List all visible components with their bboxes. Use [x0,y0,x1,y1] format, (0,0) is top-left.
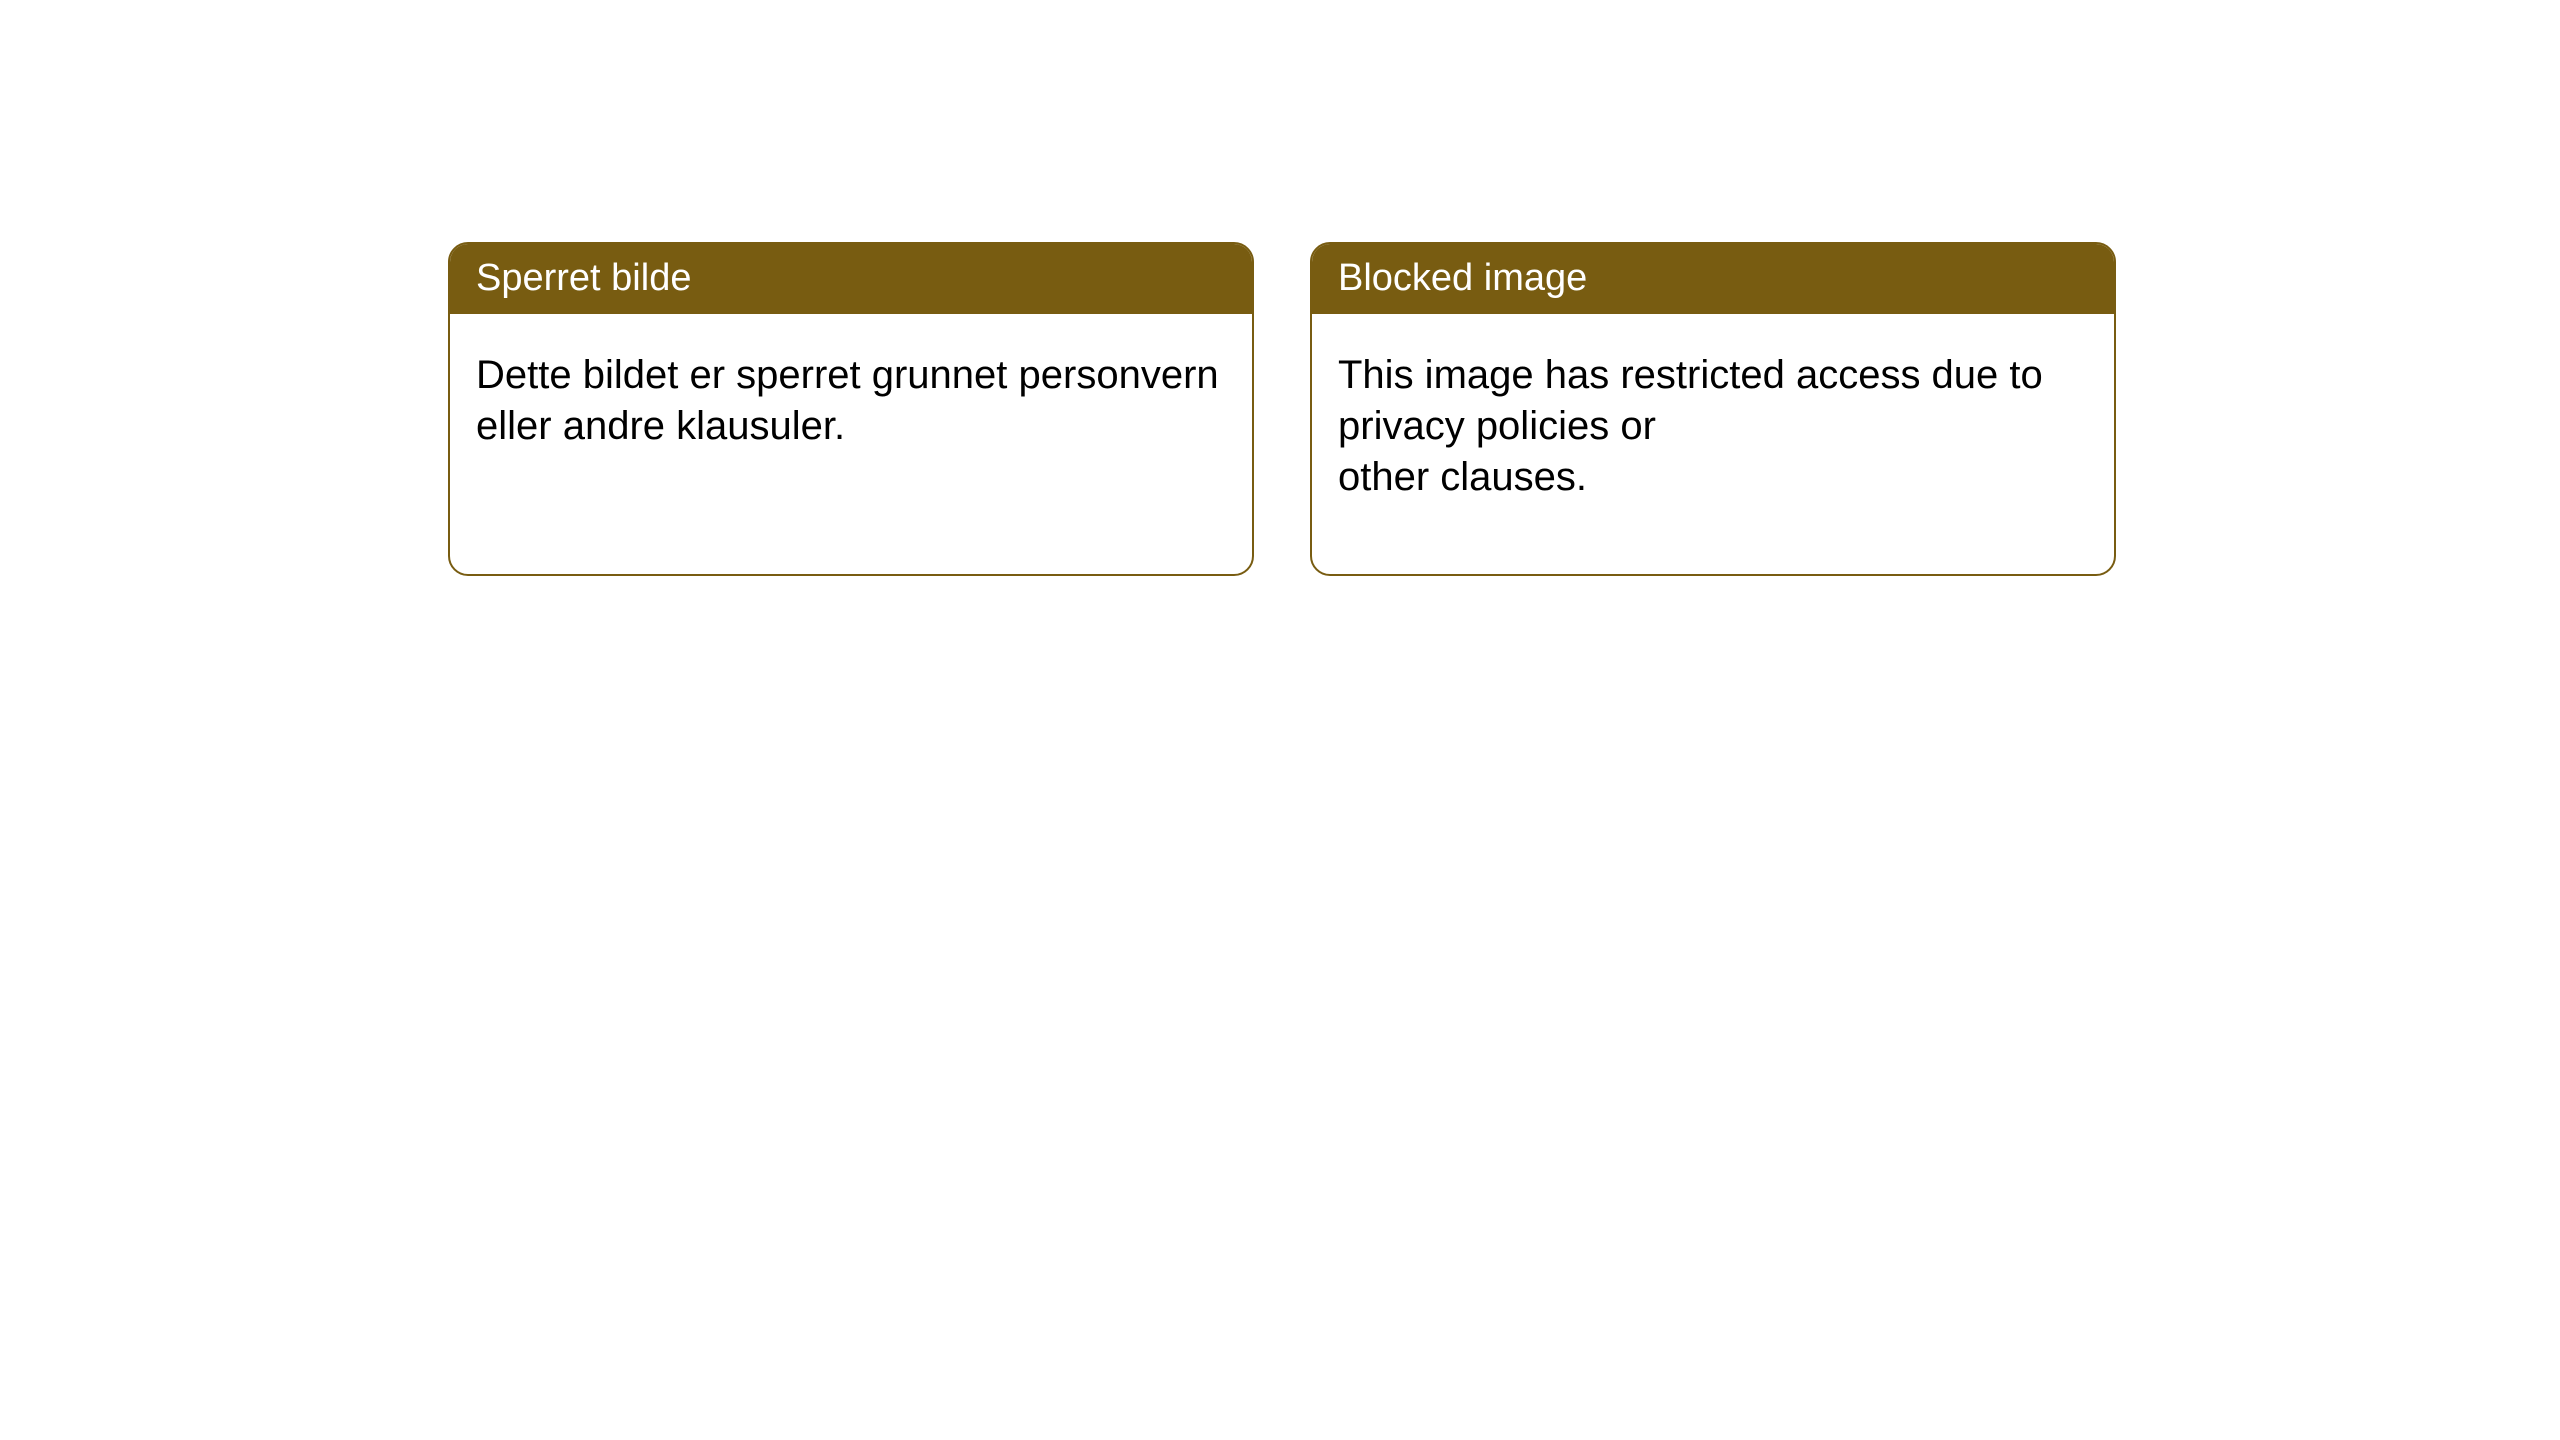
notice-box-norwegian: Sperret bilde Dette bildet er sperret gr… [448,242,1254,576]
notice-body: Dette bildet er sperret grunnet personve… [450,314,1252,488]
notice-container: Sperret bilde Dette bildet er sperret gr… [448,242,2116,576]
notice-header: Sperret bilde [450,244,1252,314]
notice-body: This image has restricted access due to … [1312,314,2114,540]
notice-box-english: Blocked image This image has restricted … [1310,242,2116,576]
notice-header: Blocked image [1312,244,2114,314]
